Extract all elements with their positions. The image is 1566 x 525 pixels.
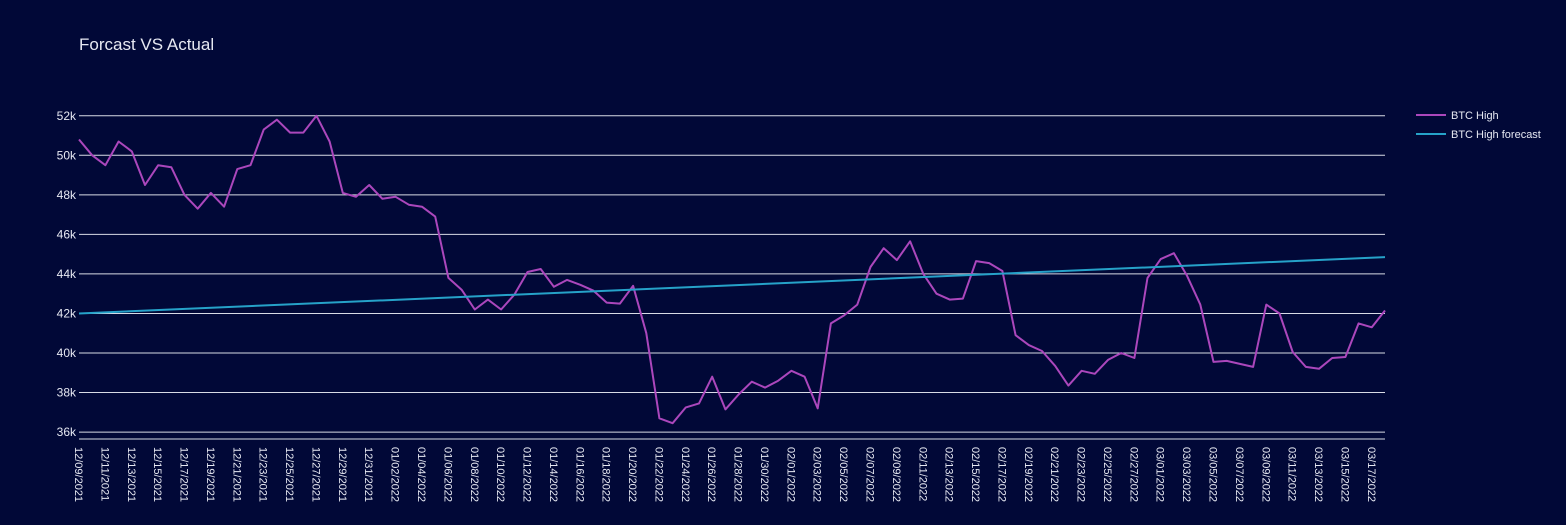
x-tick-label: 02/23/2022 xyxy=(1075,447,1087,502)
x-tick-label: 01/20/2022 xyxy=(626,447,638,502)
x-tick-label: 12/31/2021 xyxy=(362,447,374,502)
x-tick-label: 01/18/2022 xyxy=(600,447,612,502)
x-tick-label: 03/05/2022 xyxy=(1207,447,1219,502)
y-tick-label: 52k xyxy=(57,109,77,123)
series-line-btc-high-forecast xyxy=(78,256,1386,315)
x-tick-label: 12/19/2021 xyxy=(204,447,216,502)
legend[interactable]: BTC High BTC High forecast xyxy=(1416,110,1541,141)
x-tick-label: 03/15/2022 xyxy=(1338,447,1350,502)
x-tick-label: 02/07/2022 xyxy=(864,447,876,502)
x-tick-label: 03/07/2022 xyxy=(1233,447,1245,502)
x-tick-label: 01/22/2022 xyxy=(652,447,664,502)
legend-label: BTC High forecast xyxy=(1451,129,1541,141)
x-tick-label: 03/13/2022 xyxy=(1312,447,1324,502)
x-tick-label: 01/12/2022 xyxy=(521,447,533,502)
y-tick-label: 36k xyxy=(57,425,77,439)
x-tick-label: 12/09/2021 xyxy=(72,447,84,502)
x-tick-label: 01/10/2022 xyxy=(494,447,506,502)
x-tick-label: 12/27/2021 xyxy=(309,447,321,502)
y-tick-label: 42k xyxy=(57,306,77,320)
y-tick-label: 44k xyxy=(57,267,77,281)
x-tick-label: 02/01/2022 xyxy=(784,447,796,502)
x-tick-label: 01/04/2022 xyxy=(415,447,427,502)
x-tick-label: 02/27/2022 xyxy=(1127,447,1139,502)
x-axis: 12/09/2021 12/11/2021 12/13/2021 12/15/2021… xyxy=(72,447,1377,502)
x-tick-label: 01/02/2022 xyxy=(389,447,401,502)
x-tick-label: 01/30/2022 xyxy=(758,447,770,502)
x-tick-label: 12/17/2021 xyxy=(178,447,190,502)
x-tick-label: 01/26/2022 xyxy=(705,447,717,502)
x-tick-label: 02/17/2022 xyxy=(995,447,1007,502)
x-tick-label: 03/01/2022 xyxy=(1154,447,1166,502)
x-tick-label: 03/03/2022 xyxy=(1180,447,1192,502)
y-axis: 36k 38k 40k 42k 44k 46k 48k 50k 52k xyxy=(57,109,77,439)
x-tick-label: 12/15/2021 xyxy=(151,447,163,502)
y-tick-label: 38k xyxy=(57,386,77,400)
x-tick-label: 03/11/2022 xyxy=(1286,447,1298,501)
x-tick-label: 02/21/2022 xyxy=(1048,447,1060,502)
x-tick-label: 02/15/2022 xyxy=(969,447,981,502)
x-tick-label: 12/23/2021 xyxy=(257,447,269,502)
grid xyxy=(79,115,1385,440)
x-tick-label: 01/16/2022 xyxy=(573,447,585,502)
y-tick-label: 48k xyxy=(57,188,77,202)
legend-label: BTC High xyxy=(1451,110,1499,122)
x-tick-label: 01/14/2022 xyxy=(547,447,559,502)
x-tick-label: 03/09/2022 xyxy=(1259,447,1271,502)
x-tick-label: 02/11/2022 xyxy=(916,447,928,501)
x-tick-label: 12/11/2021 xyxy=(98,447,110,501)
y-tick-label: 40k xyxy=(57,346,77,360)
y-tick-label: 50k xyxy=(57,148,77,162)
x-tick-label: 02/05/2022 xyxy=(837,447,849,502)
x-tick-label: 02/09/2022 xyxy=(890,447,902,502)
x-tick-label: 12/21/2021 xyxy=(230,447,242,502)
x-tick-label: 01/24/2022 xyxy=(679,447,691,502)
legend-item[interactable]: BTC High forecast xyxy=(1416,129,1541,141)
legend-item[interactable]: BTC High xyxy=(1416,110,1499,122)
x-tick-label: 03/17/2022 xyxy=(1365,447,1377,502)
chart-title: Forcast VS Actual xyxy=(79,35,214,54)
x-tick-label: 02/25/2022 xyxy=(1101,447,1113,502)
x-tick-label: 01/28/2022 xyxy=(732,447,744,502)
x-tick-label: 12/29/2021 xyxy=(336,447,348,502)
x-tick-label: 12/13/2021 xyxy=(125,447,137,502)
x-tick-label: 12/25/2021 xyxy=(283,447,295,502)
y-tick-label: 46k xyxy=(57,227,77,241)
x-tick-label: 02/13/2022 xyxy=(943,447,955,502)
series-line-btc-high xyxy=(78,114,1386,425)
series-layer xyxy=(78,114,1386,425)
x-tick-label: 02/19/2022 xyxy=(1022,447,1034,502)
x-tick-label: 02/03/2022 xyxy=(811,447,823,502)
x-tick-label: 01/08/2022 xyxy=(468,447,480,502)
x-tick-label: 01/06/2022 xyxy=(441,447,453,502)
